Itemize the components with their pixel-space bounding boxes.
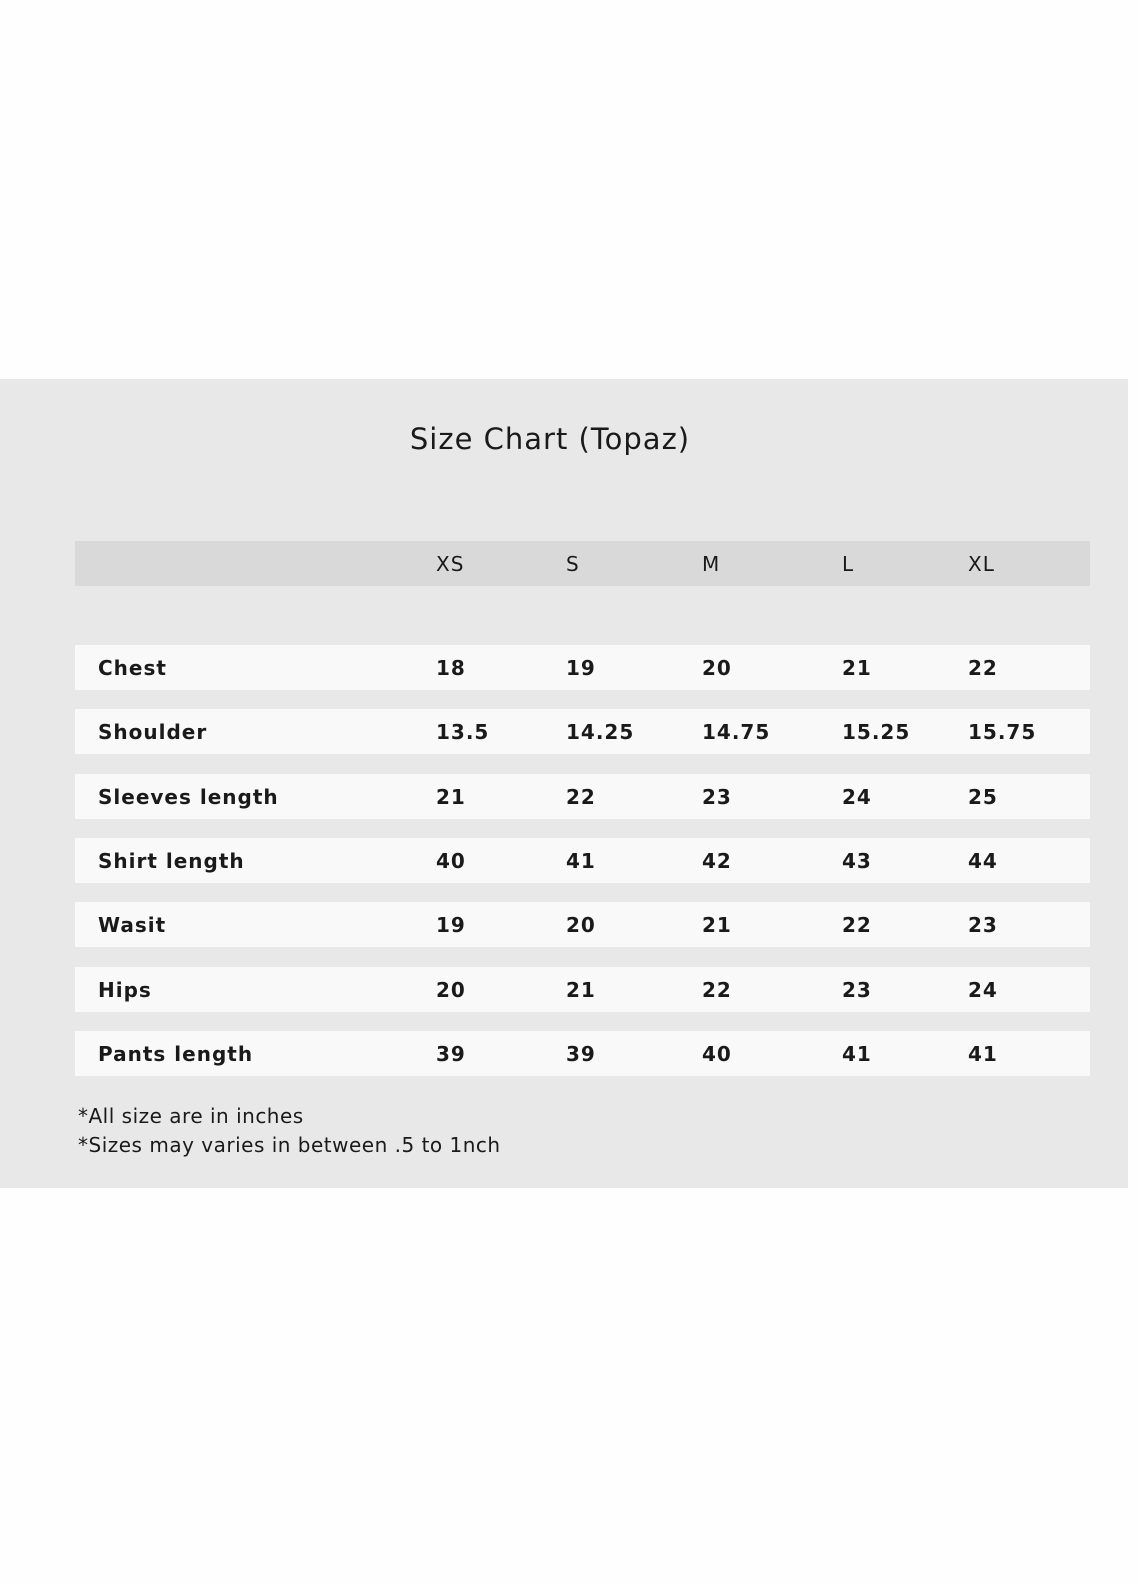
table-cell: 19 — [566, 656, 596, 680]
table-cell: 22 — [566, 785, 596, 809]
table-cell: 24 — [968, 978, 998, 1002]
table-cell: 18 — [436, 656, 466, 680]
table-cell: 41 — [968, 1042, 998, 1066]
table-cell: 21 — [842, 656, 872, 680]
page-title: Size Chart (Topaz) — [409, 422, 691, 456]
table-row: Pants length 39 39 40 41 41 — [75, 1031, 1090, 1076]
table-cell: 14.75 — [702, 720, 771, 744]
table-cell: 21 — [702, 913, 732, 937]
table-cell: 22 — [842, 913, 872, 937]
table-row: Hips 20 21 22 23 24 — [75, 967, 1090, 1012]
table-cell: 40 — [436, 849, 466, 873]
table-cell: 23 — [968, 913, 998, 937]
row-label: Pants length — [98, 1042, 254, 1066]
column-header: M — [702, 552, 721, 576]
table-cell: 23 — [702, 785, 732, 809]
row-label: Shoulder — [98, 720, 208, 744]
table-cell: 22 — [968, 656, 998, 680]
column-header: L — [842, 552, 855, 576]
table-cell: 40 — [702, 1042, 732, 1066]
row-label: Sleeves length — [98, 785, 279, 809]
table-cell: 21 — [566, 978, 596, 1002]
table-cell: 39 — [566, 1042, 596, 1066]
table-cell: 39 — [436, 1042, 466, 1066]
table-cell: 25 — [968, 785, 998, 809]
table-cell: 19 — [436, 913, 466, 937]
table-cell: 41 — [842, 1042, 872, 1066]
table-cell: 21 — [436, 785, 466, 809]
table-row: Sleeves length 21 22 23 24 25 — [75, 774, 1090, 819]
table-cell: 42 — [702, 849, 732, 873]
table-row: Shirt length 40 41 42 43 44 — [75, 838, 1090, 883]
table-cell: 44 — [968, 849, 998, 873]
table-row: Shoulder 13.5 14.25 14.75 15.25 15.75 — [75, 709, 1090, 754]
table-row: Chest 18 19 20 21 22 — [75, 645, 1090, 690]
row-label: Hips — [98, 978, 152, 1002]
column-header: S — [566, 552, 580, 576]
table-cell: 20 — [566, 913, 596, 937]
table-cell: 13.5 — [436, 720, 490, 744]
table-cell: 15.25 — [842, 720, 911, 744]
note-variance: *Sizes may varies in between .5 to 1nch — [78, 1133, 501, 1157]
table-cell: 24 — [842, 785, 872, 809]
row-label: Wasit — [98, 913, 167, 937]
table-cell: 20 — [702, 656, 732, 680]
row-label: Shirt length — [98, 849, 245, 873]
table-cell: 20 — [436, 978, 466, 1002]
table-cell: 41 — [566, 849, 596, 873]
table-cell: 22 — [702, 978, 732, 1002]
table-cell: 23 — [842, 978, 872, 1002]
note-units: *All size are in inches — [78, 1104, 304, 1128]
table-header-row: XS S M L XL — [75, 541, 1090, 586]
row-label: Chest — [98, 656, 167, 680]
column-header: XS — [436, 552, 465, 576]
column-header: XL — [968, 552, 995, 576]
table-cell: 15.75 — [968, 720, 1037, 744]
table-cell: 43 — [842, 849, 872, 873]
table-row: Wasit 19 20 21 22 23 — [75, 902, 1090, 947]
table-cell: 14.25 — [566, 720, 635, 744]
